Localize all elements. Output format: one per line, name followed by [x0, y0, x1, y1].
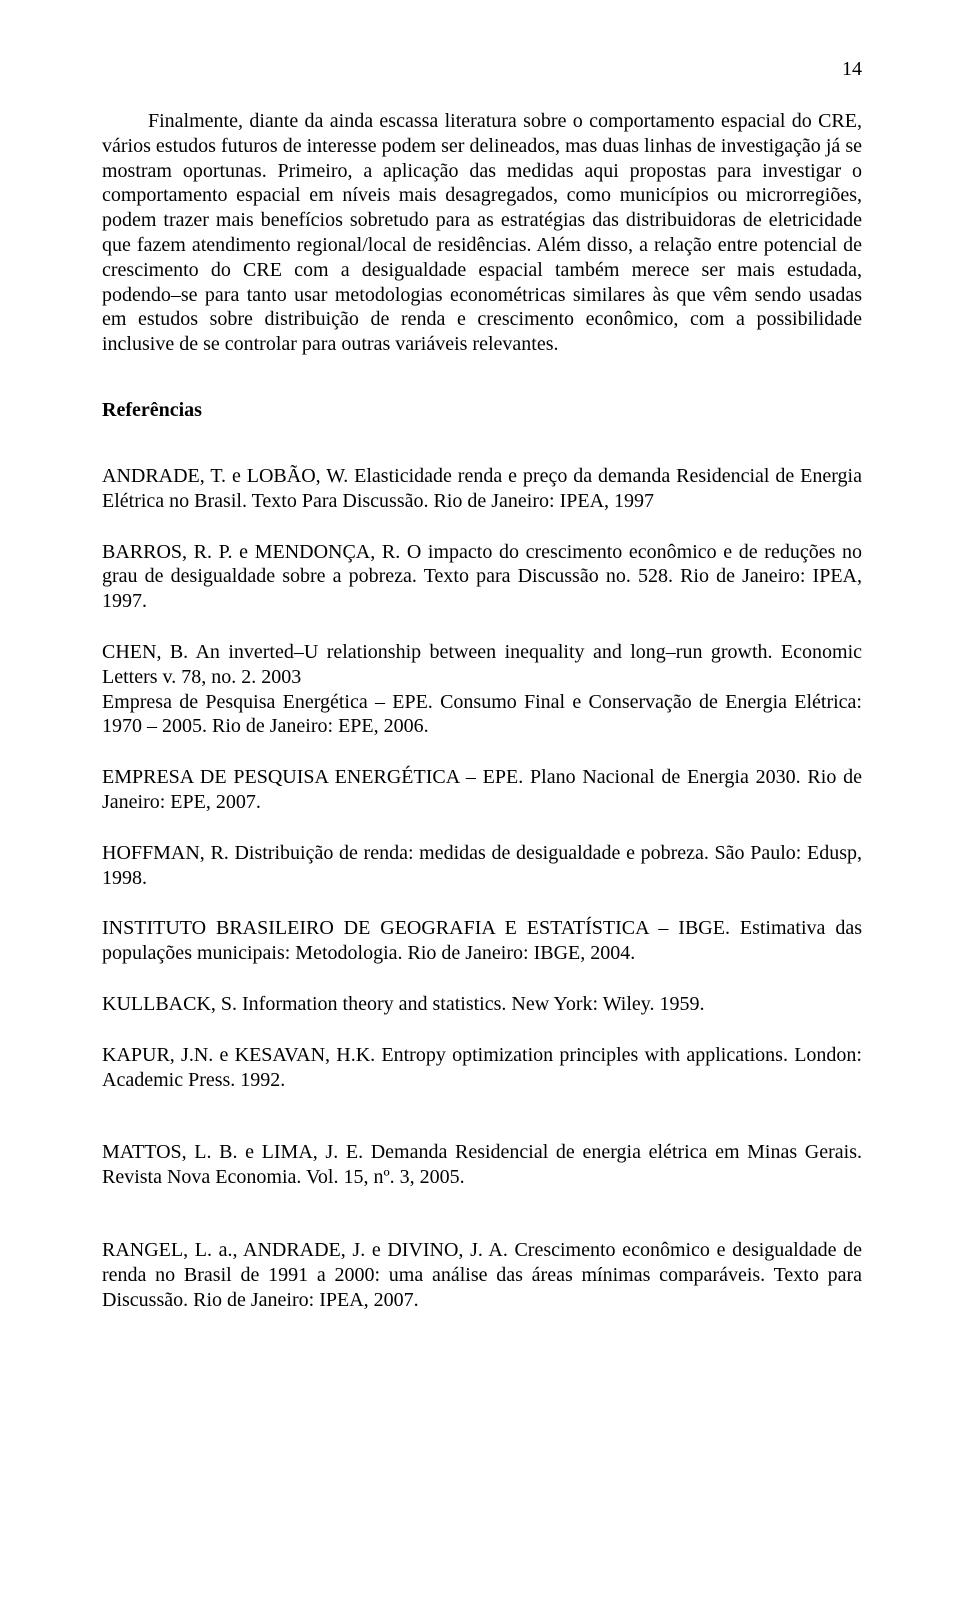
reference-entry: KAPUR, J.N. e KESAVAN, H.K. Entropy opti… [102, 1043, 862, 1093]
references-list: ANDRADE, T. e LOBÃO, W. Elasticidade ren… [102, 464, 862, 1312]
body-paragraph: Finalmente, diante da ainda escassa lite… [102, 109, 862, 357]
reference-entry: EMPRESA DE PESQUISA ENERGÉTICA – EPE. Pl… [102, 765, 862, 815]
reference-entry: KULLBACK, S. Information theory and stat… [102, 992, 862, 1017]
page-number: 14 [102, 58, 862, 81]
reference-entry: CHEN, B. An inverted–U relationship betw… [102, 640, 862, 739]
reference-gap [102, 1216, 862, 1238]
reference-entry: MATTOS, L. B. e LIMA, J. E. Demanda Resi… [102, 1140, 862, 1190]
reference-gap [102, 1118, 862, 1140]
reference-entry: Empresa de Pesquisa Energética – EPE. Co… [102, 691, 862, 738]
reference-entry: BARROS, R. P. e MENDONÇA, R. O impacto d… [102, 540, 862, 614]
document-page: 14 Finalmente, diante da ainda escassa l… [0, 0, 960, 1398]
reference-entry: HOFFMAN, R. Distribuição de renda: medid… [102, 841, 862, 891]
reference-entry: RANGEL, L. a., ANDRADE, J. e DIVINO, J. … [102, 1238, 862, 1312]
references-heading: Referências [102, 399, 862, 422]
reference-entry: INSTITUTO BRASILEIRO DE GEOGRAFIA E ESTA… [102, 916, 862, 966]
reference-entry: ANDRADE, T. e LOBÃO, W. Elasticidade ren… [102, 464, 862, 514]
